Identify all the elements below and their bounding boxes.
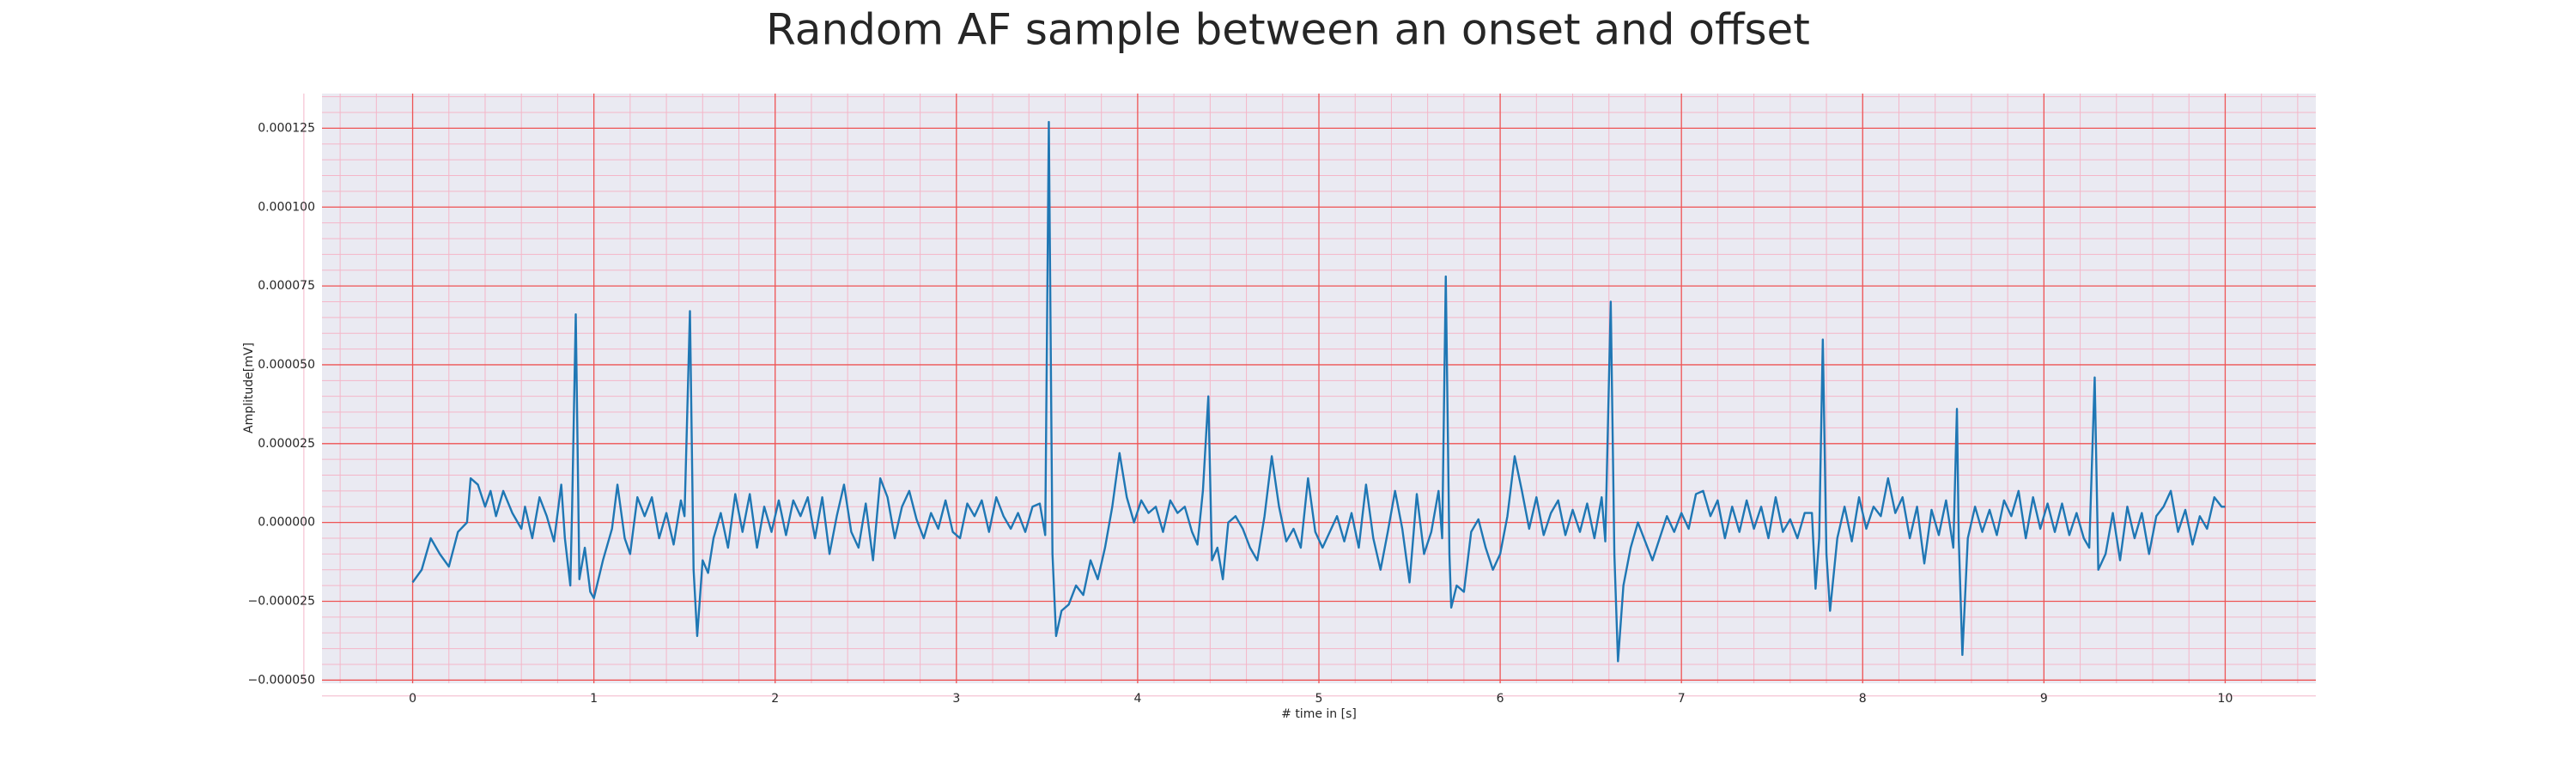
- chart-title: Random AF sample between an onset and of…: [766, 5, 1810, 55]
- x-tick-label: 7: [1678, 692, 1686, 706]
- x-tick-label: 9: [2040, 692, 2048, 706]
- y-tick-label: 0.000075: [258, 279, 315, 293]
- x-tick-label: 4: [1133, 692, 1141, 706]
- y-axis-label: Amplitude[mV]: [242, 343, 256, 433]
- x-tick-label: 6: [1497, 692, 1504, 706]
- y-tick-label: 0.000000: [258, 516, 315, 530]
- y-tick-label: −0.000025: [247, 594, 315, 608]
- x-tick-label: 1: [590, 692, 598, 706]
- x-tick-label: 8: [1859, 692, 1867, 706]
- y-tick-label: 0.000100: [258, 200, 315, 214]
- x-tick-label: 0: [409, 692, 416, 706]
- x-axis-label: # time in [s]: [1281, 707, 1357, 721]
- y-tick-label: −0.000050: [247, 673, 315, 687]
- y-tick-label: 0.000050: [258, 358, 315, 372]
- signal-line: [411, 120, 2226, 663]
- x-tick-label: 2: [771, 692, 779, 706]
- x-tick-label: 5: [1315, 692, 1323, 706]
- y-tick-label: 0.000125: [258, 121, 315, 135]
- x-tick-label: 10: [2218, 692, 2233, 706]
- x-tick-label: 3: [952, 692, 960, 706]
- y-tick-label: 0.000025: [258, 437, 315, 451]
- plot-area: [303, 94, 2316, 697]
